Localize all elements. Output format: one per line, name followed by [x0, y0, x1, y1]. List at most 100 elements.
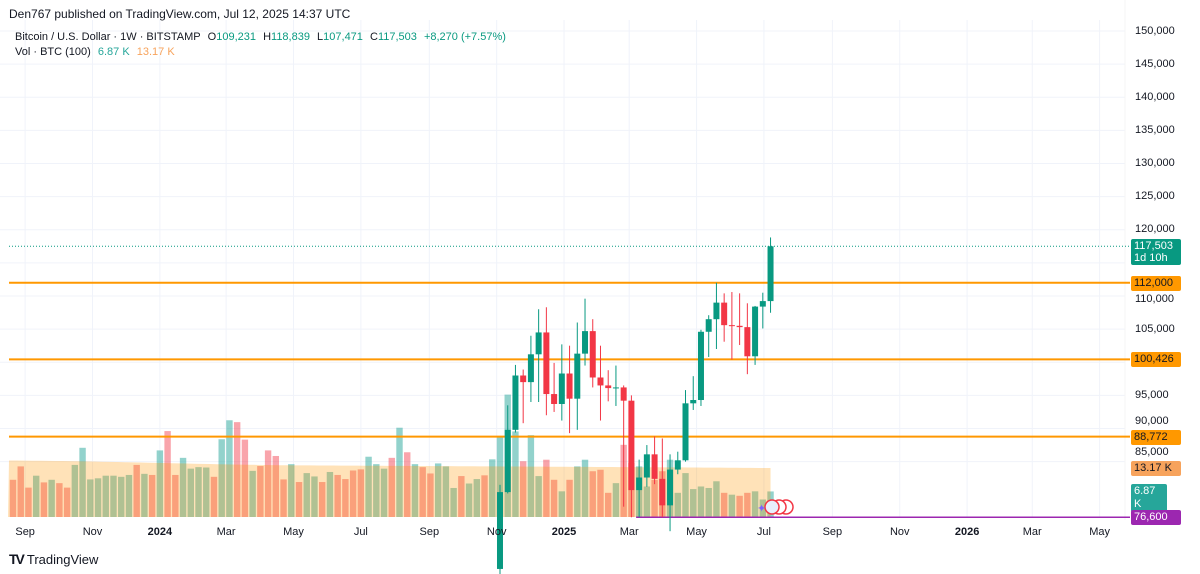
grid-lines: [0, 20, 1125, 517]
symbol-title[interactable]: Bitcoin / U.S. Dollar · 1W · BITSTAMP: [15, 31, 201, 43]
volume-bar: [334, 474, 341, 517]
volume-bar: [203, 467, 210, 517]
symbol-legend: Bitcoin / U.S. Dollar · 1W · BITSTAMP O1…: [15, 31, 510, 43]
candle-body: [721, 302, 728, 326]
price-tick: 125,000: [1135, 190, 1175, 203]
ohlc-low: L107,471: [317, 31, 363, 43]
volume-bar: [651, 479, 658, 517]
volume-bar: [226, 420, 233, 517]
candle-body: [674, 460, 681, 470]
time-tick: Nov: [82, 526, 103, 538]
price-tick: 90,000: [1135, 415, 1169, 427]
ohlc-open: O109,231: [207, 31, 256, 43]
price-change: +8,270 (+7.57%): [423, 31, 506, 43]
volume-bar: [465, 483, 473, 517]
candle-body: [597, 377, 604, 386]
volume-bar: [17, 466, 24, 517]
time-tick: Sep: [15, 526, 35, 538]
current-price: 117,503: [1134, 240, 1173, 253]
time-tick: May: [283, 526, 304, 538]
time-tick: May: [686, 526, 707, 538]
candle-body: [659, 478, 666, 506]
volume-bar: [357, 469, 365, 517]
volume-bar: [496, 436, 504, 517]
volume-bar: [489, 459, 496, 517]
volume-bar: [210, 476, 218, 517]
candle-body: [520, 375, 527, 383]
volume-bar: [543, 459, 550, 517]
volume-value: 6.87 K: [97, 46, 130, 58]
volume-bar: [597, 469, 604, 517]
volume-bar: [195, 467, 202, 517]
candle-body: [667, 469, 674, 506]
candle-body: [697, 331, 704, 401]
volume-bars: [8, 394, 774, 517]
event-flag-icons: ✦: [757, 499, 794, 515]
volume-bar: [94, 478, 102, 517]
candle-body: [744, 327, 751, 357]
volume-bar: [388, 457, 395, 517]
volume-bar: [427, 473, 434, 517]
volume-bar: [241, 439, 249, 517]
volume-bar: [535, 476, 542, 517]
volume-bar: [697, 486, 705, 517]
publish-info: Den767 published on TradingView.com, Jul…: [9, 7, 351, 21]
candle-body: [605, 385, 612, 389]
volume-bar: [396, 427, 403, 517]
candle-body: [504, 429, 511, 493]
candle-body: [736, 325, 743, 328]
candle-body: [589, 331, 596, 378]
price-tick: 130,000: [1135, 157, 1175, 169]
volume-bar: [342, 479, 349, 517]
volume-bar: [118, 476, 125, 517]
volume-bar: [442, 466, 450, 517]
time-tick: Nov: [486, 526, 507, 538]
time-tick: Jul: [353, 526, 368, 538]
volume-bar: [40, 482, 48, 517]
volume-bar: [674, 492, 681, 517]
candle-body: [566, 373, 573, 399]
price-tick: 95,000: [1135, 388, 1169, 401]
candle-body: [496, 492, 503, 569]
volume-bar: [720, 492, 728, 517]
volume-bar: [141, 473, 148, 517]
volume-bar: [450, 487, 457, 517]
time-tick: Sep: [822, 526, 843, 538]
time-tick: Jul: [756, 526, 771, 538]
candle-body: [767, 246, 774, 302]
ohlc-close: C117,503: [369, 31, 417, 43]
volume-bar: [25, 487, 32, 517]
volume-title[interactable]: Vol · BTC (100): [15, 46, 91, 58]
volume-bar: [519, 461, 527, 517]
time-tick: Nov: [889, 526, 910, 538]
candle-body: [512, 375, 519, 430]
candle-body: [558, 373, 565, 404]
bar-countdown: 1d 10h: [1134, 252, 1168, 265]
volume-ma-value: 13.17 K: [136, 46, 175, 58]
volume-bar: [164, 431, 171, 517]
volume-bar: [527, 435, 535, 517]
support-label: 76,600: [1131, 510, 1181, 526]
volume-bar: [605, 492, 612, 517]
current-price-label: 117,503 1d 10h: [1131, 239, 1181, 266]
price-tick: 120,000: [1135, 223, 1175, 236]
volume-bar: [581, 459, 589, 517]
volume-bar: [125, 474, 133, 517]
volume-bar: [512, 431, 519, 517]
tradingview-logo[interactable]: TV TradingView: [9, 551, 98, 567]
volume-bar: [148, 474, 156, 517]
candle-body: [705, 319, 712, 332]
volume-bar: [365, 456, 372, 517]
volume-bar: [458, 476, 465, 517]
brand-name: TradingView: [26, 551, 99, 567]
volume-bar: [280, 479, 287, 517]
volume-bar: [303, 473, 310, 517]
candle-body: [682, 403, 689, 461]
volume-bar: [682, 473, 689, 517]
candle-body: [612, 387, 619, 389]
volume-bar: [32, 475, 40, 517]
volume-bar: [574, 466, 581, 517]
candle-body: [651, 454, 658, 479]
volume-bar: [566, 479, 573, 517]
